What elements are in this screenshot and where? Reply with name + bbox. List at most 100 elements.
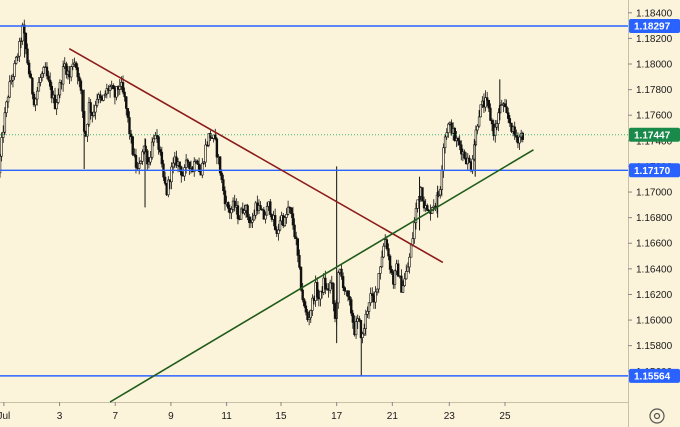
price-tick-label: 1.16200	[636, 290, 673, 301]
candle-body	[269, 201, 272, 215]
candle-body	[332, 283, 335, 305]
candle-body	[443, 136, 447, 149]
candle-body	[361, 333, 364, 338]
level-price-badge: 1.17170	[629, 163, 680, 178]
candle	[487, 99, 491, 112]
candle-body	[175, 156, 178, 166]
candle	[118, 79, 121, 95]
candle-body	[8, 81, 11, 98]
candle-body	[513, 126, 516, 136]
candle-body	[230, 208, 233, 214]
candle	[468, 155, 471, 163]
candle-body	[218, 156, 222, 174]
candle	[458, 135, 461, 151]
candle-body	[233, 200, 236, 208]
candle-body	[439, 189, 442, 196]
candle	[479, 104, 482, 118]
candle	[146, 148, 149, 171]
candle-body	[409, 244, 413, 258]
candle-body	[319, 290, 322, 300]
candle-body	[183, 167, 186, 177]
candle-body	[102, 94, 105, 101]
candle-body	[343, 287, 346, 292]
candle-body	[301, 289, 304, 300]
candle	[163, 171, 167, 186]
candle	[65, 61, 68, 79]
candle	[188, 161, 191, 175]
candle-body	[19, 40, 23, 43]
candles	[0, 19, 524, 377]
candle-body	[65, 63, 68, 75]
candle	[518, 133, 521, 151]
candle-body	[95, 98, 99, 106]
time-axis[interactable]: Jul 3 7 9 11 15 17 21 23 25	[0, 402, 628, 422]
candle	[201, 158, 204, 179]
candle-body	[13, 63, 16, 77]
price-tick-label: 1.17000	[636, 188, 673, 199]
candle-body	[196, 160, 199, 165]
candle-body	[422, 200, 426, 209]
time-tick-label: 11	[221, 411, 232, 422]
price-tick-label: 1.17800	[636, 85, 673, 96]
current-price-badge: 1.17447	[629, 127, 680, 142]
candle-body	[150, 141, 154, 158]
candle	[147, 157, 151, 169]
candle-body	[316, 282, 319, 298]
candle-body	[367, 302, 371, 312]
candle-body	[380, 256, 384, 268]
candle	[133, 148, 136, 158]
axis-settings-button[interactable]	[649, 408, 665, 424]
candle	[369, 287, 372, 306]
candle-body	[489, 107, 492, 121]
candle-body	[55, 102, 58, 110]
candle-body	[348, 296, 351, 300]
candle	[160, 146, 164, 168]
candle-body	[105, 88, 109, 95]
candle-body	[70, 66, 73, 78]
candle	[215, 137, 219, 165]
candle-body	[204, 144, 207, 163]
candle	[508, 114, 512, 127]
price-tick-label: 1.17400	[636, 136, 673, 147]
candle-body	[290, 207, 293, 214]
candle-body	[34, 98, 37, 106]
candle-body	[53, 94, 57, 110]
candle	[414, 202, 418, 230]
candle-body	[76, 67, 79, 78]
candle-body	[167, 179, 170, 196]
candle	[351, 309, 355, 329]
candle-body	[243, 210, 246, 214]
candle-body	[126, 108, 130, 118]
level-price-badge-bg	[629, 368, 680, 383]
candle	[388, 254, 392, 274]
candle-body	[393, 270, 397, 285]
settings-gear-icon	[649, 408, 665, 424]
candle-body	[128, 117, 131, 135]
candle-body	[364, 313, 367, 329]
candle	[401, 280, 405, 293]
candle	[500, 99, 503, 106]
candle	[476, 123, 479, 134]
uptrend-trendline	[109, 149, 534, 403]
candle-body	[515, 134, 518, 138]
candle-body	[264, 214, 267, 220]
drawing-overlays	[0, 25, 628, 403]
candle	[294, 231, 298, 246]
candle-body	[388, 255, 392, 270]
candle	[39, 74, 42, 87]
candle	[157, 135, 160, 155]
candle	[337, 270, 340, 309]
candle	[439, 186, 442, 199]
candle	[89, 98, 92, 120]
candle	[371, 287, 374, 303]
current-price-badge-text: 1.17447	[634, 130, 671, 141]
candle	[341, 272, 345, 292]
candle	[262, 206, 266, 220]
level-price-badge-bg	[629, 163, 680, 178]
candle	[285, 208, 288, 224]
candle-body	[458, 140, 461, 146]
candle	[288, 206, 291, 214]
